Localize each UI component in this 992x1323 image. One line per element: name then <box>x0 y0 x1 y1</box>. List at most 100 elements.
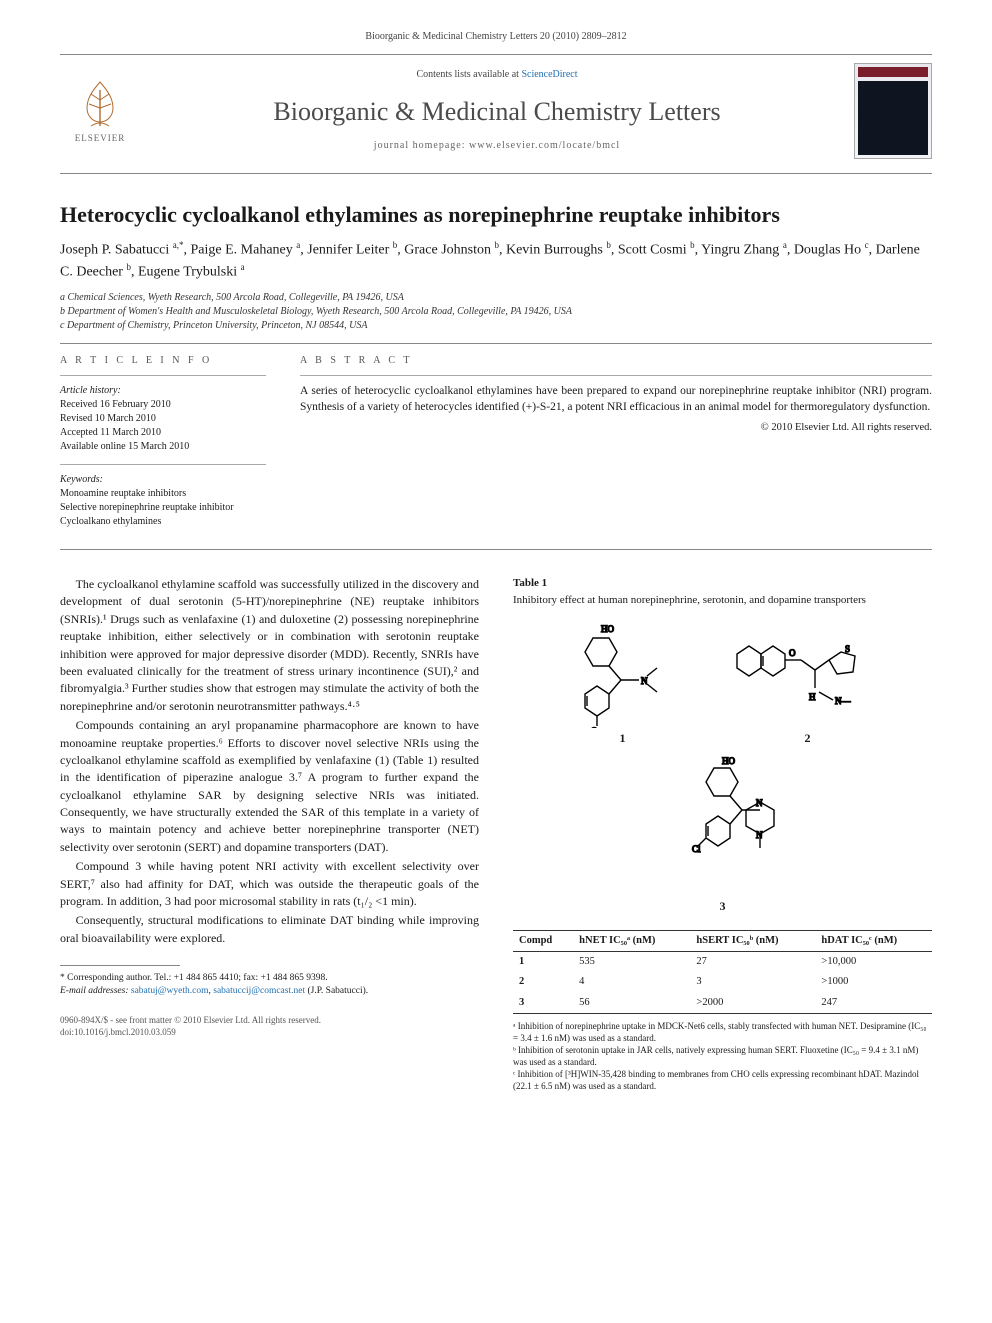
table1-col-1: hNET IC₅₀ᵃ (nM) <box>573 931 690 952</box>
keywords-block: Keywords: Monoamine reuptake inhibitors … <box>60 473 266 529</box>
sciencedirect-link[interactable]: ScienceDirect <box>521 69 577 80</box>
table1-label: Table 1 <box>513 576 932 591</box>
abstract-text: A series of heterocyclic cycloalkanol et… <box>300 384 932 415</box>
publication-line: Bioorganic & Medicinal Chemistry Letters… <box>60 30 932 44</box>
footnotes: * Corresponding author. Tel.: +1 484 865… <box>60 972 479 998</box>
table-cell: 3 <box>690 972 815 992</box>
svg-text:O: O <box>591 726 598 728</box>
affiliations: a Chemical Sciences, Wyeth Research, 500… <box>60 291 932 333</box>
masthead: ELSEVIER Contents lists available at Sci… <box>60 54 932 174</box>
journal-name: Bioorganic & Medicinal Chemistry Letters <box>154 94 840 129</box>
structure-1: HO O N 1 <box>553 618 693 746</box>
svg-text:Cl: Cl <box>692 844 701 854</box>
structure-3-label: 3 <box>720 898 726 914</box>
article-title: Heterocyclic cycloalkanol ethylamines as… <box>60 200 932 230</box>
table-cell: >2000 <box>690 993 815 1014</box>
history-revised: Revised 10 March 2010 <box>60 412 266 426</box>
history-accepted: Accepted 11 March 2010 <box>60 426 266 440</box>
keyword-3: Cycloalkano ethylamines <box>60 515 266 529</box>
email-line: E-mail addresses: sabatuj@wyeth.com, sab… <box>60 985 479 998</box>
svg-text:N: N <box>756 798 763 808</box>
publisher-name: ELSEVIER <box>75 132 126 144</box>
table-cell: 2 <box>513 972 573 992</box>
structure-diagrams: HO O N 1 <box>513 618 932 914</box>
info-rule-2 <box>60 464 266 465</box>
right-column: Table 1 Inhibitory effect at human norep… <box>513 576 932 1093</box>
info-rule <box>60 375 266 376</box>
structure-3: HO Cl N N 3 <box>513 756 932 914</box>
abstract-copyright: © 2010 Elsevier Ltd. All rights reserved… <box>300 421 932 435</box>
table1-notes: ᵃ Inhibition of norepinephrine uptake in… <box>513 1020 932 1093</box>
para-2: Compounds containing an aryl propanamine… <box>60 717 479 856</box>
svg-text:HO: HO <box>722 756 735 766</box>
publisher-logo: ELSEVIER <box>60 76 140 144</box>
author-list: Joseph P. Sabatucci a,*, Paige E. Mahane… <box>60 239 932 282</box>
table-row: 356>2000247 <box>513 993 932 1014</box>
cover-header-bar <box>858 67 928 77</box>
meta-row: A R T I C L E I N F O Article history: R… <box>60 343 932 551</box>
table1-col-3: hDAT IC₅₀ᶜ (nM) <box>815 931 932 952</box>
journal-homepage-line: journal homepage: www.elsevier.com/locat… <box>154 139 840 153</box>
journal-homepage-url[interactable]: www.elsevier.com/locate/bmcl <box>469 140 620 151</box>
email-1[interactable]: sabatuj@wyeth.com <box>131 986 209 996</box>
affil-b: b Department of Women's Health and Muscu… <box>60 305 932 319</box>
affil-c: c Department of Chemistry, Princeton Uni… <box>60 319 932 333</box>
structure-2: O S H N— 2 <box>723 618 893 746</box>
svg-text:O: O <box>789 648 796 658</box>
front-matter-line: 0960-894X/$ - see front matter © 2010 El… <box>60 1014 479 1038</box>
article-history: Article history: Received 16 February 20… <box>60 384 266 454</box>
table-cell: >10,000 <box>815 952 932 973</box>
svg-text:S: S <box>845 644 850 654</box>
structure-2-label: 2 <box>723 730 893 746</box>
body-columns: The cycloalkanol ethylamine scaffold was… <box>60 576 932 1093</box>
email-label: E-mail addresses: <box>60 986 129 996</box>
table-cell: 27 <box>690 952 815 973</box>
email-suffix: (J.P. Sabatucci). <box>307 986 368 996</box>
left-column: The cycloalkanol ethylamine scaffold was… <box>60 576 479 1093</box>
table-cell: 247 <box>815 993 932 1014</box>
table-cell: 4 <box>573 972 690 992</box>
table-cell: 3 <box>513 993 573 1014</box>
table1-head-row: Compd hNET IC₅₀ᵃ (nM) hSERT IC₅₀ᵇ (nM) h… <box>513 931 932 952</box>
table-row: 243>1000 <box>513 972 932 992</box>
para-4: Consequently, structural modifications t… <box>60 912 479 947</box>
email-2[interactable]: sabatuccij@comcast.net <box>213 986 305 996</box>
history-head: Article history: <box>60 384 266 398</box>
keyword-2: Selective norepinephrine reuptake inhibi… <box>60 501 266 515</box>
para-3: Compound 3 while having potent NRI activ… <box>60 858 479 910</box>
affil-a: a Chemical Sciences, Wyeth Research, 500… <box>60 291 932 305</box>
elsevier-tree-icon <box>73 76 127 130</box>
keyword-1: Monoamine reuptake inhibitors <box>60 487 266 501</box>
article-info-heading: A R T I C L E I N F O <box>60 354 266 368</box>
table-cell: 56 <box>573 993 690 1014</box>
table1: Compd hNET IC₅₀ᵃ (nM) hSERT IC₅₀ᵇ (nM) h… <box>513 930 932 1014</box>
contents-lists-prefix: Contents lists available at <box>416 69 521 80</box>
table-cell: >1000 <box>815 972 932 992</box>
table-cell: 535 <box>573 952 690 973</box>
para-1: The cycloalkanol ethylamine scaffold was… <box>60 576 479 715</box>
table1-note-c: ᶜ Inhibition of [³H]WIN-35,428 binding t… <box>513 1068 932 1092</box>
history-received: Received 16 February 2010 <box>60 398 266 412</box>
article-info-col: A R T I C L E I N F O Article history: R… <box>60 344 280 550</box>
journal-cover-thumb <box>854 63 932 159</box>
table-cell: 1 <box>513 952 573 973</box>
homepage-prefix: journal homepage: <box>374 140 469 151</box>
svg-text:HO: HO <box>601 624 614 634</box>
table1-col-2: hSERT IC₅₀ᵇ (nM) <box>690 931 815 952</box>
keywords-head: Keywords: <box>60 473 266 487</box>
footnote-separator <box>60 965 180 966</box>
contents-lists-line: Contents lists available at ScienceDirec… <box>154 68 840 82</box>
cover-image <box>858 81 928 155</box>
abstract-col: A B S T R A C T A series of heterocyclic… <box>280 344 932 550</box>
svg-text:N—: N— <box>835 696 851 706</box>
svg-text:H: H <box>809 692 816 702</box>
abs-rule <box>300 375 932 376</box>
table1-note-a: ᵃ Inhibition of norepinephrine uptake in… <box>513 1020 932 1044</box>
structure-1-label: 1 <box>553 730 693 746</box>
table1-col-0: Compd <box>513 931 573 952</box>
doi-line: doi:10.1016/j.bmcl.2010.03.059 <box>60 1026 479 1038</box>
issn-line: 0960-894X/$ - see front matter © 2010 El… <box>60 1014 479 1026</box>
table-row: 153527>10,000 <box>513 952 932 973</box>
abRSTRACT-heading: A B S T R A C T <box>300 354 932 368</box>
table1-caption: Inhibitory effect at human norepinephrin… <box>513 593 932 608</box>
